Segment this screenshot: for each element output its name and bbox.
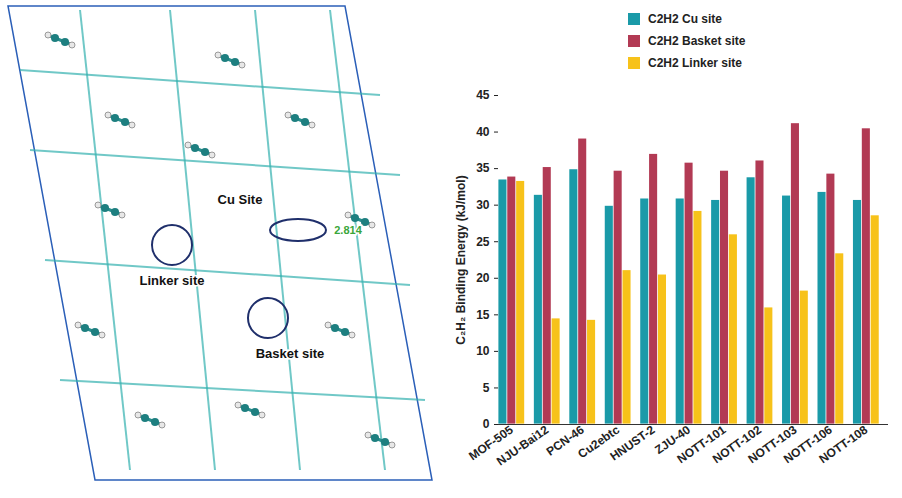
svg-text:Basket site: Basket site: [256, 346, 325, 361]
svg-text:30: 30: [476, 198, 490, 212]
svg-text:2.814: 2.814: [334, 224, 362, 236]
svg-text:10: 10: [476, 344, 490, 358]
svg-text:0: 0: [483, 417, 490, 431]
svg-text:Cu Site: Cu Site: [218, 192, 263, 207]
html-text:C2H2 Cu site: C2H2 Cu site: [648, 12, 722, 26]
svg-text:5: 5: [483, 381, 490, 395]
svg-text:NOTT-103: NOTT-103: [745, 422, 800, 467]
svg-text:40: 40: [476, 125, 490, 139]
svg-text:C₂H₂ Binding Energy (kJ/mol): C₂H₂ Binding Energy (kJ/mol): [454, 175, 468, 344]
svg-text:HNUST-2: HNUST-2: [607, 422, 657, 463]
svg-text:PCN-46: PCN-46: [543, 422, 587, 459]
svg-text:Cu2ebtc: Cu2ebtc: [575, 422, 623, 462]
svg-text:MOF-505: MOF-505: [466, 422, 516, 464]
html-text:C2H2 Basket site: C2H2 Basket site: [648, 34, 746, 48]
svg-text:NOTT-102: NOTT-102: [710, 422, 764, 467]
svg-text:20: 20: [476, 271, 490, 285]
svg-text:45: 45: [476, 88, 490, 102]
svg-text:NOTT-108: NOTT-108: [816, 422, 870, 466]
svg-text:ZJU-40: ZJU-40: [652, 422, 693, 458]
svg-text:NJU-Bai12: NJU-Bai12: [494, 422, 551, 468]
svg-text:15: 15: [476, 308, 490, 322]
svg-text:NOTT-101: NOTT-101: [674, 422, 729, 467]
svg-text:Linker site: Linker site: [139, 273, 204, 288]
svg-text:NOTT-106: NOTT-106: [780, 422, 835, 467]
svg-text:35: 35: [476, 161, 490, 175]
html-text:C2H2 Linker site: C2H2 Linker site: [648, 56, 742, 70]
svg-text:25: 25: [476, 235, 490, 249]
